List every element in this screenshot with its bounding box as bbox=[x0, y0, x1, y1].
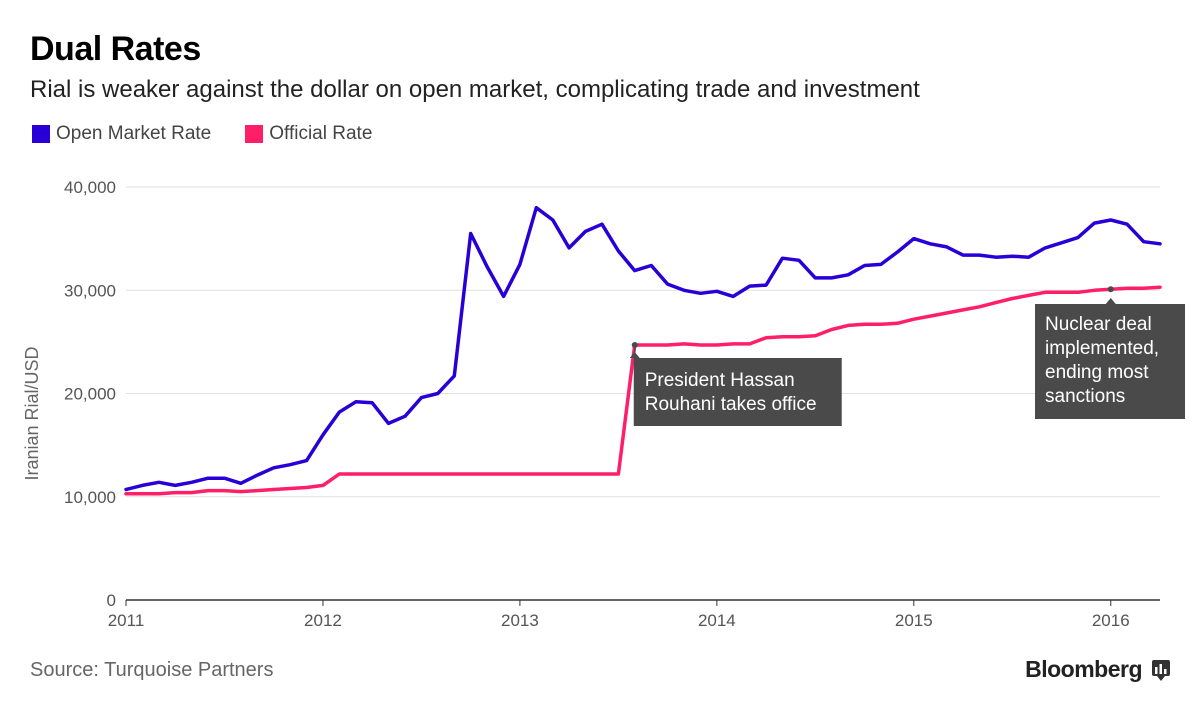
annotation-text: President Hassan bbox=[645, 370, 795, 391]
annotation-text: sanctions bbox=[1045, 386, 1125, 407]
legend-item-official: Official Rate bbox=[245, 123, 372, 145]
annotation-pointer bbox=[629, 352, 640, 358]
annotation-text: ending most bbox=[1045, 362, 1149, 383]
chart-title: Dual Rates bbox=[30, 30, 201, 68]
x-tick-label: 2014 bbox=[698, 611, 736, 630]
brand-logo-text: Bloomberg bbox=[1025, 656, 1142, 682]
legend-label-open-market: Open Market Rate bbox=[56, 123, 212, 144]
annotation-pointer bbox=[1105, 298, 1116, 304]
x-tick-label: 2012 bbox=[304, 611, 342, 630]
annotation-text: Nuclear deal bbox=[1045, 314, 1152, 335]
open-market-rate-line bbox=[124, 205, 1162, 492]
annotation-box bbox=[633, 358, 842, 426]
x-tick-label: 2013 bbox=[501, 611, 539, 630]
y-axis-title: Iranian Rial/USD bbox=[22, 346, 42, 480]
bloomberg-icon bbox=[1152, 660, 1170, 681]
legend-swatch-open-market bbox=[32, 125, 50, 143]
chart-subtitle: Rial is weaker against the dollar on ope… bbox=[30, 76, 920, 103]
x-tick-label: 2011 bbox=[108, 611, 145, 630]
official-rate-line bbox=[124, 285, 1162, 496]
legend-label-official: Official Rate bbox=[269, 123, 373, 144]
y-tick-label: 30,000 bbox=[64, 281, 116, 300]
x-tick-label: 2016 bbox=[1092, 611, 1130, 630]
legend: Open Market Rate Official Rate bbox=[32, 123, 406, 145]
y-tick-label: 10,000 bbox=[64, 488, 116, 507]
y-tick-label: 20,000 bbox=[64, 385, 116, 404]
annotation-text: implemented, bbox=[1045, 338, 1159, 359]
source-note: Source: Turquoise Partners bbox=[30, 659, 274, 681]
annotation-box bbox=[1035, 304, 1185, 419]
annotation-marker bbox=[1107, 286, 1114, 293]
y-tick-label: 0 bbox=[107, 591, 116, 610]
y-tick-label: 40,000 bbox=[64, 178, 116, 197]
x-tick-label: 2015 bbox=[895, 611, 933, 630]
legend-swatch-official bbox=[245, 125, 264, 143]
annotation-text: Rouhani takes office bbox=[645, 394, 817, 415]
legend-item-open-market: Open Market Rate bbox=[32, 123, 211, 145]
